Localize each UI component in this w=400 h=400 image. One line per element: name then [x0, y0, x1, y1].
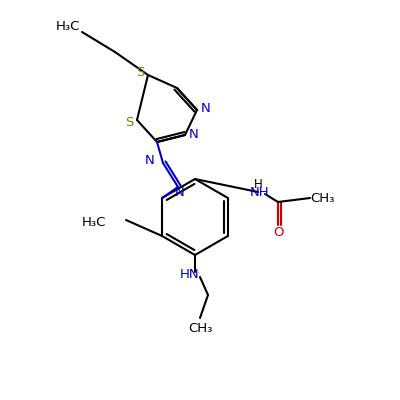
- Text: S: S: [125, 116, 133, 128]
- Text: S: S: [136, 66, 144, 80]
- Text: H: H: [254, 178, 262, 192]
- Text: CH₃: CH₃: [310, 192, 334, 204]
- Text: H₃C: H₃C: [82, 216, 106, 228]
- Text: N: N: [201, 102, 211, 114]
- Text: O: O: [273, 226, 283, 238]
- Text: N: N: [189, 128, 199, 142]
- Text: N: N: [145, 154, 155, 166]
- Text: NH: NH: [250, 186, 270, 200]
- Text: N: N: [175, 186, 185, 198]
- Text: HN: HN: [180, 268, 200, 282]
- Text: H₃C: H₃C: [56, 20, 80, 34]
- Text: CH₃: CH₃: [188, 322, 212, 334]
